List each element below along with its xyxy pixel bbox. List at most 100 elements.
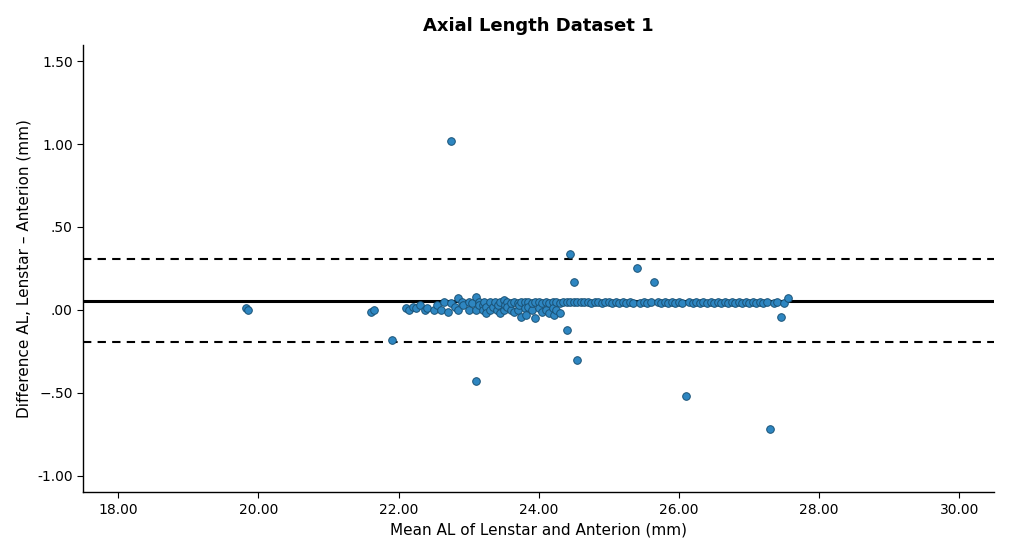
Point	[443, 136, 459, 145]
Point	[608, 297, 624, 306]
Point	[495, 295, 512, 304]
Point	[632, 299, 648, 307]
Point	[552, 299, 568, 307]
Point	[534, 307, 550, 316]
Point	[681, 297, 698, 306]
Point	[240, 305, 256, 314]
Point	[461, 305, 477, 314]
Point	[751, 297, 767, 306]
Point	[566, 297, 582, 306]
Point	[629, 264, 645, 273]
Point	[527, 297, 543, 306]
Point	[510, 305, 526, 314]
Point	[727, 299, 743, 307]
Point	[667, 299, 683, 307]
Point	[755, 299, 771, 307]
Point	[383, 335, 399, 344]
Point	[450, 294, 466, 302]
Point	[521, 297, 537, 306]
Point	[776, 299, 793, 307]
Point	[593, 299, 610, 307]
Point	[734, 299, 750, 307]
Point	[546, 310, 562, 319]
Point	[471, 297, 487, 306]
Point	[615, 297, 631, 306]
Title: Axial Length Dataset 1: Axial Length Dataset 1	[424, 17, 654, 35]
Point	[646, 278, 662, 286]
Point	[510, 299, 526, 307]
Point	[692, 299, 708, 307]
Point	[433, 305, 449, 314]
Point	[762, 425, 778, 434]
Point	[521, 302, 537, 311]
Point	[724, 297, 740, 306]
Point	[502, 305, 519, 314]
Point	[514, 312, 530, 321]
Point	[474, 300, 490, 309]
Point	[487, 297, 503, 306]
Point	[541, 299, 557, 307]
Point	[650, 297, 666, 306]
Point	[758, 297, 774, 306]
Point	[696, 297, 712, 306]
Point	[765, 299, 782, 307]
Point	[598, 297, 614, 306]
Point	[464, 299, 480, 307]
Point	[495, 305, 512, 314]
Point	[706, 299, 722, 307]
Point	[590, 297, 607, 306]
Point	[531, 304, 547, 312]
Point	[490, 300, 507, 309]
Point	[671, 297, 687, 306]
Point	[579, 297, 595, 306]
Y-axis label: Difference AL, Lenstar – Anterion (mm): Difference AL, Lenstar – Anterion (mm)	[16, 119, 31, 418]
Point	[717, 297, 733, 306]
Point	[527, 314, 543, 322]
Point	[583, 299, 600, 307]
Point	[454, 297, 470, 306]
Point	[440, 307, 456, 316]
Point	[514, 297, 530, 306]
Point	[688, 297, 705, 306]
Point	[703, 297, 719, 306]
Point	[730, 297, 746, 306]
Point	[772, 312, 789, 321]
Point	[499, 302, 516, 311]
Point	[492, 309, 509, 317]
Point	[429, 300, 445, 309]
Point	[639, 299, 655, 307]
Point	[478, 309, 494, 317]
Point	[619, 299, 635, 307]
Point	[559, 297, 575, 306]
Point	[507, 297, 523, 306]
Point	[419, 304, 435, 312]
Point	[485, 302, 501, 311]
Point	[601, 297, 617, 306]
Point	[447, 302, 463, 311]
Point	[605, 299, 621, 307]
Point	[545, 304, 561, 312]
Point	[517, 304, 533, 312]
Point	[569, 297, 585, 306]
Point	[626, 299, 642, 307]
Point	[657, 297, 673, 306]
Point	[548, 305, 564, 314]
Point	[524, 305, 540, 314]
Point	[710, 297, 726, 306]
Point	[436, 297, 452, 306]
Point	[541, 309, 557, 317]
Point	[443, 299, 459, 307]
Point	[455, 300, 471, 309]
Point	[559, 325, 575, 334]
Point	[586, 297, 603, 306]
Point	[674, 299, 691, 307]
Point	[534, 299, 550, 307]
Point	[492, 297, 509, 306]
Point	[468, 305, 484, 314]
Point	[481, 297, 497, 306]
Point	[531, 297, 547, 306]
Point	[538, 305, 554, 314]
Point	[471, 300, 487, 309]
Point	[576, 297, 592, 306]
Point	[741, 299, 757, 307]
